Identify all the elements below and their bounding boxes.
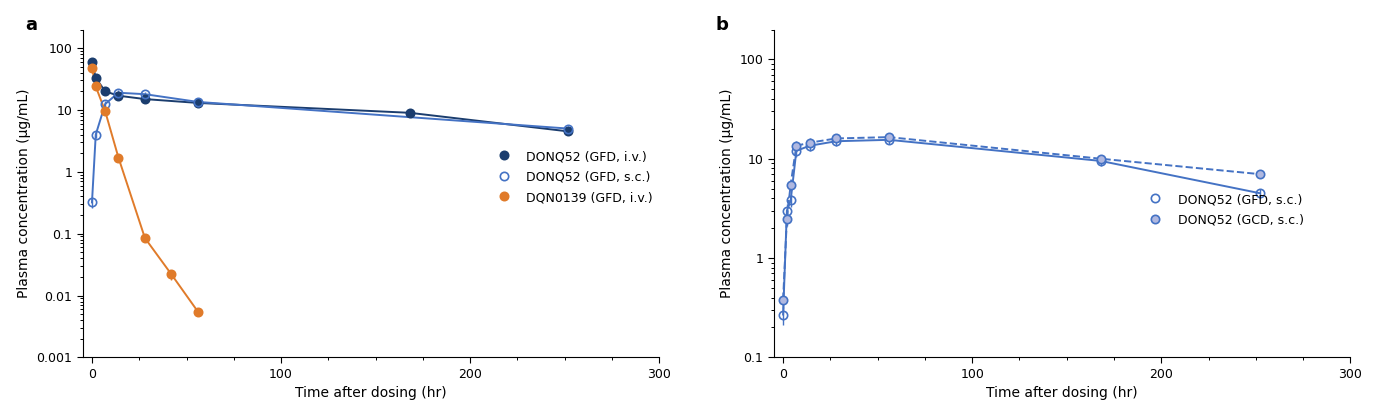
Line: DONQ52 (GFD, s.c.): DONQ52 (GFD, s.c.) [779,136,1263,319]
DQN0139 (GFD, i.v.) [87,84,103,89]
DONQ52 (GFD, i.v.) [137,97,153,102]
DONQ52 (GFD, s.c.) [782,198,798,203]
DONQ52 (GFD, s.c.) [87,132,103,137]
DONQ52 (GCD, s.c.) [1092,156,1109,161]
DONQ52 (GFD, s.c.) [881,137,898,142]
Y-axis label: Plasma concentration (μg/mL): Plasma concentration (μg/mL) [720,89,734,298]
DQN0139 (GFD, i.v.) [97,109,113,114]
Text: a: a [25,16,37,34]
Line: DQN0139 (GFD, i.v.): DQN0139 (GFD, i.v.) [88,64,203,316]
DONQ52 (GCD, s.c.) [782,182,798,187]
DONQ52 (GFD, i.v.) [87,75,103,80]
DONQ52 (GFD, i.v.) [401,111,418,116]
DONQ52 (GFD, s.c.) [827,139,844,144]
DONQ52 (GFD, s.c.) [110,90,127,95]
DONQ52 (GCD, s.c.) [827,136,844,141]
DONQ52 (GFD, s.c.) [560,126,576,131]
DONQ52 (GFD, i.v.) [110,93,127,98]
DONQ52 (GFD, s.c.) [801,143,818,148]
DONQ52 (GFD, s.c.) [189,99,205,104]
DONQ52 (GFD, s.c.) [1092,158,1109,163]
Y-axis label: Plasma concentration (μg/mL): Plasma concentration (μg/mL) [17,89,30,298]
Legend: DONQ52 (GFD, s.c.), DONQ52 (GCD, s.c.): DONQ52 (GFD, s.c.), DONQ52 (GCD, s.c.) [1143,193,1303,226]
DONQ52 (GFD, s.c.) [1251,191,1267,196]
DONQ52 (GFD, s.c.) [137,92,153,97]
DONQ52 (GFD, s.c.) [84,200,101,205]
DONQ52 (GFD, s.c.) [779,208,796,213]
X-axis label: Time after dosing (hr): Time after dosing (hr) [295,386,447,400]
DONQ52 (GFD, i.v.) [560,129,576,134]
DONQ52 (GCD, s.c.) [1251,172,1267,177]
DONQ52 (GCD, s.c.) [801,140,818,145]
DONQ52 (GCD, s.c.) [787,143,804,148]
DONQ52 (GFD, i.v.) [189,100,205,106]
DONQ52 (GFD, i.v.) [84,59,101,64]
DONQ52 (GCD, s.c.) [775,297,792,302]
Line: DONQ52 (GFD, s.c.): DONQ52 (GFD, s.c.) [88,88,572,206]
Text: b: b [716,16,729,34]
Legend: DONQ52 (GFD, i.v.), DONQ52 (GFD, s.c.), DQN0139 (GFD, i.v.): DONQ52 (GFD, i.v.), DONQ52 (GFD, s.c.), … [491,150,654,204]
DONQ52 (GFD, s.c.) [787,148,804,153]
DONQ52 (GCD, s.c.) [779,216,796,221]
DONQ52 (GFD, s.c.) [97,101,113,106]
X-axis label: Time after dosing (hr): Time after dosing (hr) [986,386,1138,400]
DQN0139 (GFD, i.v.) [110,155,127,160]
Line: DONQ52 (GCD, s.c.): DONQ52 (GCD, s.c.) [779,133,1263,304]
DQN0139 (GFD, i.v.) [189,309,205,314]
Line: DONQ52 (GFD, i.v.): DONQ52 (GFD, i.v.) [88,58,572,136]
DQN0139 (GFD, i.v.) [84,65,101,70]
DQN0139 (GFD, i.v.) [137,236,153,241]
DONQ52 (GCD, s.c.) [881,135,898,140]
DONQ52 (GFD, i.v.) [97,89,113,94]
DQN0139 (GFD, i.v.) [163,272,179,277]
DONQ52 (GFD, s.c.) [775,312,792,317]
